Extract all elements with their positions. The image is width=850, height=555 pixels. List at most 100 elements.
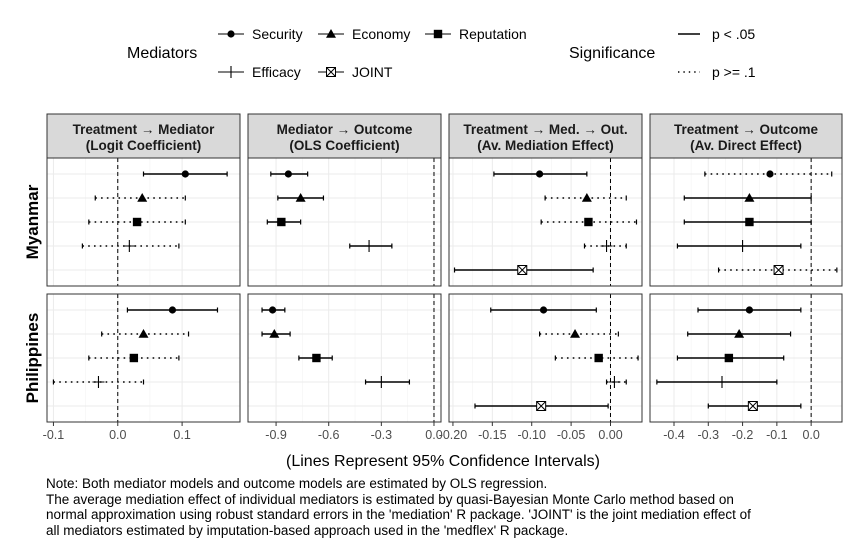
estimates-group (676, 170, 838, 275)
facet-title: Treatment → Med. → Out. (463, 122, 627, 137)
estimate-efficacy (605, 376, 627, 388)
point-estimate-plus (608, 376, 621, 388)
x-axis: -0.20 -0.15 -0.10 -0.05 0.00 (439, 422, 623, 442)
estimates-group (52, 306, 219, 388)
legend-key-circle (227, 30, 235, 38)
point-estimate-triangle (269, 329, 280, 338)
x-tick-label: -0.3 (371, 428, 393, 442)
point-estimate-triangle (295, 193, 306, 202)
point-estimate-plus (92, 376, 105, 388)
estimates-group (474, 306, 639, 411)
joint-marker-cross (517, 265, 528, 275)
estimate-security (142, 170, 228, 178)
point-estimate-circle (745, 306, 754, 314)
facet-title: Treatment → Mediator (73, 122, 216, 137)
estimate-security (270, 170, 309, 178)
legend-key-square (433, 29, 443, 39)
point-estimate-circle (168, 306, 177, 314)
facet-title: Treatment → Outcome (674, 122, 819, 137)
estimate-reputation (676, 353, 785, 363)
point-estimate-triangle (137, 193, 148, 202)
estimate-reputation (554, 353, 639, 363)
point-estimate-plus (716, 376, 728, 388)
estimate-efficacy (81, 240, 180, 252)
estimate-security (697, 306, 802, 314)
estimate-joint (453, 265, 594, 275)
joint-marker-cross (326, 67, 336, 77)
x-tick-label: 0.00 (598, 428, 622, 442)
estimate-economy (538, 329, 619, 338)
legend-item-efficacy: Efficacy (218, 64, 301, 80)
panel-frame (448, 157, 643, 287)
estimate-reputation (683, 217, 812, 227)
estimate-joint (474, 401, 609, 411)
estimate-efficacy (676, 240, 802, 252)
x-axis: -0.1 0.0 0.1 (43, 422, 191, 442)
point-estimate-square (724, 353, 734, 363)
legend-item-significance: p >= .1 (678, 64, 756, 80)
x-axis: -0.4 -0.3 -0.2 -0.1 0.0 (663, 422, 820, 442)
x-axis-title: (Lines Represent 95% Confidence Interval… (286, 453, 600, 470)
estimate-security (490, 306, 597, 314)
point-estimate-boxx (747, 401, 758, 411)
facet-strip: Treatment → Mediator(Logit Coefficient) (46, 113, 241, 159)
x-tick-label: 0.1 (173, 428, 190, 442)
x-tick-label: -0.20 (439, 428, 468, 442)
x-tick-label: -0.10 (517, 428, 546, 442)
facet-strip: Mediator → Outcome(OLS Coefficient) (247, 113, 442, 159)
facet-subtitle: (Av. Direct Effect) (690, 138, 802, 153)
panel-frame (46, 157, 241, 287)
facet-strip-bg (649, 113, 843, 159)
panel-frame (448, 293, 643, 423)
legend-label: Reputation (459, 26, 527, 42)
x-tick-label: -0.15 (478, 428, 507, 442)
point-estimate-triangle (744, 193, 755, 202)
legend-label: Efficacy (252, 64, 301, 80)
facet-panel (247, 293, 442, 423)
x-tick-label: -0.1 (766, 428, 788, 442)
point-estimate-square (129, 353, 139, 363)
legend-item-significance: p < .05 (678, 26, 755, 42)
estimate-economy (544, 193, 627, 202)
legend-item-joint: JOINT (318, 64, 393, 80)
estimate-reputation (88, 217, 186, 227)
panel-frame (247, 157, 442, 287)
x-tick-label: -0.6 (318, 428, 340, 442)
point-estimate-plus (123, 240, 136, 252)
legend-item-economy: Economy (318, 26, 410, 42)
point-estimate-triangle (570, 329, 581, 338)
x-tick-label: -0.2 (732, 428, 754, 442)
estimate-security (261, 306, 286, 314)
panel-frame (649, 293, 843, 423)
facet-subtitle: (Logit Coefficient) (86, 138, 201, 153)
estimate-economy (683, 193, 812, 202)
point-estimate-square (277, 217, 286, 227)
estimate-reputation (298, 353, 333, 363)
facet-subtitle: (OLS Coefficient) (289, 138, 399, 153)
estimate-efficacy (52, 376, 145, 388)
point-estimate-circle (535, 170, 544, 178)
x-tick-label: 0.0 (802, 428, 819, 442)
note-line: The average mediation effect of individu… (46, 491, 734, 507)
estimate-reputation (266, 217, 302, 227)
facet-panel (46, 293, 241, 423)
estimate-economy (261, 329, 291, 338)
point-estimate-circle (766, 170, 774, 178)
estimate-efficacy (364, 376, 411, 388)
figure-note: Note: Both mediator models and outcome m… (46, 476, 836, 538)
legend-key-boxx (326, 67, 336, 77)
joint-marker-cross (773, 265, 784, 275)
estimates-group (656, 306, 802, 411)
estimates-group (453, 170, 638, 275)
point-estimate-boxx (773, 265, 784, 275)
point-estimate-square (745, 217, 754, 227)
x-axis: -0.9 -0.6 -0.3 0.0 (265, 422, 443, 442)
x-tick-label: -0.3 (698, 428, 720, 442)
point-estimate-plus (363, 240, 376, 252)
note-line: Note: Both mediator models and outcome m… (46, 476, 548, 491)
row-label-philippines: Philippines (23, 313, 42, 404)
point-estimate-triangle (734, 329, 745, 338)
x-tick-label: -0.05 (557, 428, 586, 442)
